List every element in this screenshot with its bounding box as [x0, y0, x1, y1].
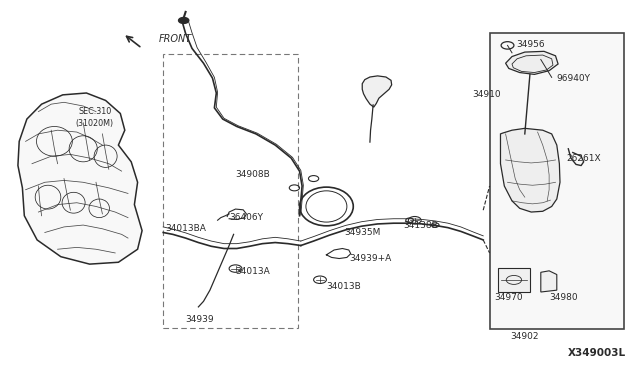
Text: 34902: 34902: [511, 332, 539, 341]
Text: 34939+A: 34939+A: [349, 254, 391, 263]
Polygon shape: [362, 76, 392, 107]
Text: SEC.310
(31020M): SEC.310 (31020M): [76, 107, 114, 128]
Text: 34970: 34970: [495, 293, 523, 302]
Text: 96940Y: 96940Y: [557, 74, 591, 83]
Text: 34013A: 34013A: [236, 267, 270, 276]
Bar: [490, 33, 624, 329]
Text: 34908B: 34908B: [236, 170, 270, 179]
Text: 26261X: 26261X: [566, 154, 601, 163]
Text: 36406Y: 36406Y: [229, 213, 263, 222]
Text: 34980: 34980: [549, 293, 577, 302]
Polygon shape: [506, 51, 558, 74]
Text: 34138B: 34138B: [403, 221, 438, 230]
Bar: [163, 54, 298, 328]
Circle shape: [179, 17, 189, 23]
Text: 34939: 34939: [186, 315, 214, 324]
Polygon shape: [500, 128, 560, 212]
Bar: [498, 268, 530, 292]
Text: X349003L: X349003L: [568, 348, 626, 358]
Text: 34013B: 34013B: [326, 282, 361, 291]
Polygon shape: [18, 93, 142, 264]
Text: 34956: 34956: [516, 40, 545, 49]
Text: 34910: 34910: [472, 90, 501, 99]
Text: 34935M: 34935M: [344, 228, 381, 237]
Text: 34013BA: 34013BA: [165, 224, 206, 233]
Polygon shape: [541, 271, 557, 292]
Text: FRONT: FRONT: [159, 34, 192, 44]
